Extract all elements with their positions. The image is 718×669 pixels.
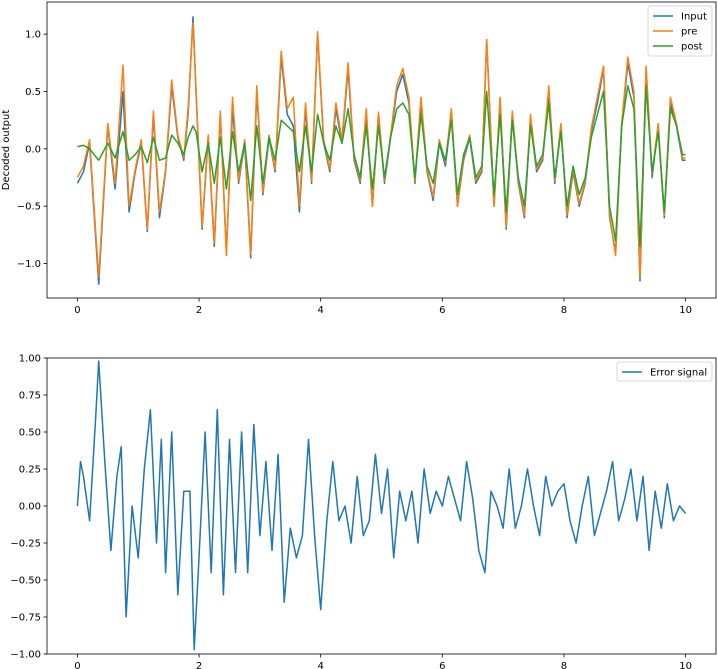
y-tick-label: 1.0 [25, 30, 41, 41]
legend: Input pre post [647, 5, 713, 57]
y-tick-label: −0.75 [10, 613, 41, 624]
y-tick-label: −0.50 [10, 576, 41, 587]
x-tick-label: 2 [196, 305, 202, 316]
x-tick-label: 0 [74, 661, 80, 669]
y-tick-label: 0.0 [25, 144, 41, 155]
series-line-error-signal [76, 360, 687, 651]
x-tick-label: 4 [317, 305, 323, 316]
plot-area [76, 16, 686, 285]
legend-label: post [681, 42, 703, 53]
y-axis-label: Decoded output [1, 110, 12, 191]
y-tick-label: 0.5 [25, 87, 41, 98]
y-axis: −1.00 −0.75 −0.50 −0.25 0.00 0.25 0.50 0.75 1.00 [10, 354, 47, 661]
x-tick-label: 10 [679, 661, 692, 669]
x-axis: 0 2 4 6 8 10 [74, 298, 692, 316]
x-tick-label: 6 [439, 305, 445, 316]
x-tick-label: 4 [317, 661, 323, 669]
y-tick-label: −1.00 [10, 650, 41, 661]
y-tick-label: 0.00 [19, 502, 41, 513]
x-tick-label: 8 [561, 661, 567, 669]
y-tick-label: 0.25 [19, 465, 41, 476]
y-axis: −1.0 −0.5 0.0 0.5 1.0 [17, 30, 47, 270]
y-tick-label: −0.5 [17, 202, 41, 213]
axes-frame [46, 1, 717, 299]
decoded-output-plot: 0 2 4 6 8 10 −1.0 −0.5 0.0 0.5 1.0 Decoded output… [1, 1, 717, 316]
error-signal-plot: 0 2 4 6 8 10 −1.00 −0.75 −0.50 −0.25 0.00 0.25 0.50… [10, 354, 717, 669]
legend-frame [616, 361, 713, 382]
y-tick-label: 1.00 [19, 354, 41, 365]
legend-label: Error signal [650, 368, 707, 379]
series-line-post [77, 85, 686, 248]
y-tick-label: −0.25 [10, 539, 41, 550]
legend-label: pre [681, 27, 697, 38]
x-tick-label: 2 [196, 661, 202, 669]
y-tick-label: 0.75 [19, 391, 41, 402]
x-tick-label: 8 [561, 305, 567, 316]
y-tick-label: 0.50 [19, 428, 41, 439]
x-tick-label: 6 [439, 661, 445, 669]
plot-area [76, 360, 687, 651]
axes-frame [46, 357, 717, 655]
legend: Error signal [616, 361, 713, 382]
legend-label: Input [681, 12, 707, 23]
x-tick-label: 0 [74, 305, 80, 316]
x-tick-label: 10 [679, 305, 692, 316]
legend-frame [647, 5, 713, 57]
y-tick-label: −1.0 [17, 259, 41, 270]
x-axis: 0 2 4 6 8 10 [74, 654, 692, 669]
